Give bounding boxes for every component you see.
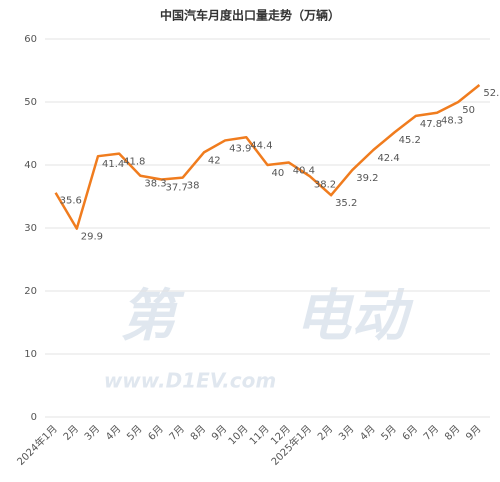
data-label: 50 <box>462 105 475 116</box>
data-label: 40 <box>272 168 285 179</box>
watermark-text: 电动 <box>295 284 414 349</box>
x-tick-label: 2月 <box>315 423 335 443</box>
data-label: 41.8 <box>123 157 145 168</box>
data-label: 38 <box>187 181 200 192</box>
data-label: 48.3 <box>441 116 463 127</box>
y-tick-label: 20 <box>24 286 37 297</box>
y-tick-label: 60 <box>24 34 37 45</box>
x-tick-label: 6月 <box>400 423 420 443</box>
data-label: 29.9 <box>81 232 103 243</box>
data-label: 38.3 <box>144 179 166 190</box>
data-label: 42 <box>208 155 221 166</box>
y-tick-label: 30 <box>24 223 37 234</box>
x-tick-label: 3月 <box>336 423 356 443</box>
x-tick-label: 6月 <box>146 423 166 443</box>
data-label: 37.7 <box>166 182 188 193</box>
data-label: 35.6 <box>60 196 82 207</box>
x-tick-label: 7月 <box>421 423 441 443</box>
x-tick-label: 10月 <box>226 423 251 448</box>
watermark-text: 第 <box>120 284 185 349</box>
x-tick-label: 11月 <box>247 423 272 448</box>
x-tick-label: 5月 <box>379 423 399 443</box>
data-label: 40.4 <box>293 165 315 176</box>
x-tick-label: 8月 <box>442 423 462 443</box>
x-tick-label: 2月 <box>61 423 81 443</box>
y-tick-label: 0 <box>31 412 37 423</box>
x-tick-label: 4月 <box>358 423 378 443</box>
x-tick-label: 4月 <box>103 423 123 443</box>
x-tick-label: 9月 <box>464 423 484 443</box>
y-tick-label: 10 <box>24 349 37 360</box>
x-tick-label: 7月 <box>167 423 187 443</box>
x-tick-label: 2024年1月 <box>14 422 60 468</box>
line <box>54 84 481 230</box>
data-label: 47.8 <box>420 119 442 130</box>
y-tick-label: 50 <box>24 97 37 108</box>
data-label: 43.9 <box>229 143 251 154</box>
chart-title: 中国汽车月度出口量走势（万辆） <box>160 8 340 23</box>
watermark: 第 电动 www.D1EV.com <box>104 284 414 392</box>
data-label: 41.4 <box>102 159 124 170</box>
data-label: 45.2 <box>399 135 421 146</box>
y-tick-label: 40 <box>24 160 37 171</box>
data-label: 38.2 <box>314 179 336 190</box>
x-tick-label: 3月 <box>82 423 102 443</box>
x-tick-label: 8月 <box>188 423 208 443</box>
data-label: 42.4 <box>377 153 399 164</box>
data-label: 35.2 <box>335 198 357 209</box>
watermark-url: www.D1EV.com <box>104 369 276 393</box>
data-label: 44.4 <box>250 140 272 151</box>
x-tick-label: 5月 <box>125 423 145 443</box>
data-label: 39.2 <box>356 173 378 184</box>
data-label: 52.7 <box>483 88 500 99</box>
